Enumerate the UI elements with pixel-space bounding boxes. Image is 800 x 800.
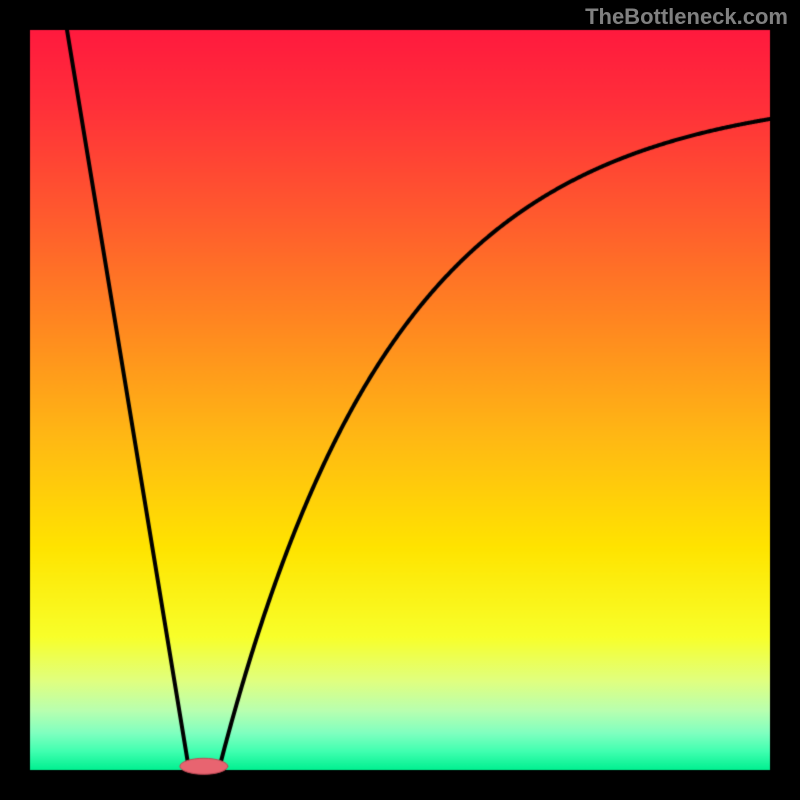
- bottleneck-chart-canvas: [0, 0, 800, 800]
- watermark-text: TheBottleneck.com: [585, 4, 788, 30]
- chart-container: TheBottleneck.com: [0, 0, 800, 800]
